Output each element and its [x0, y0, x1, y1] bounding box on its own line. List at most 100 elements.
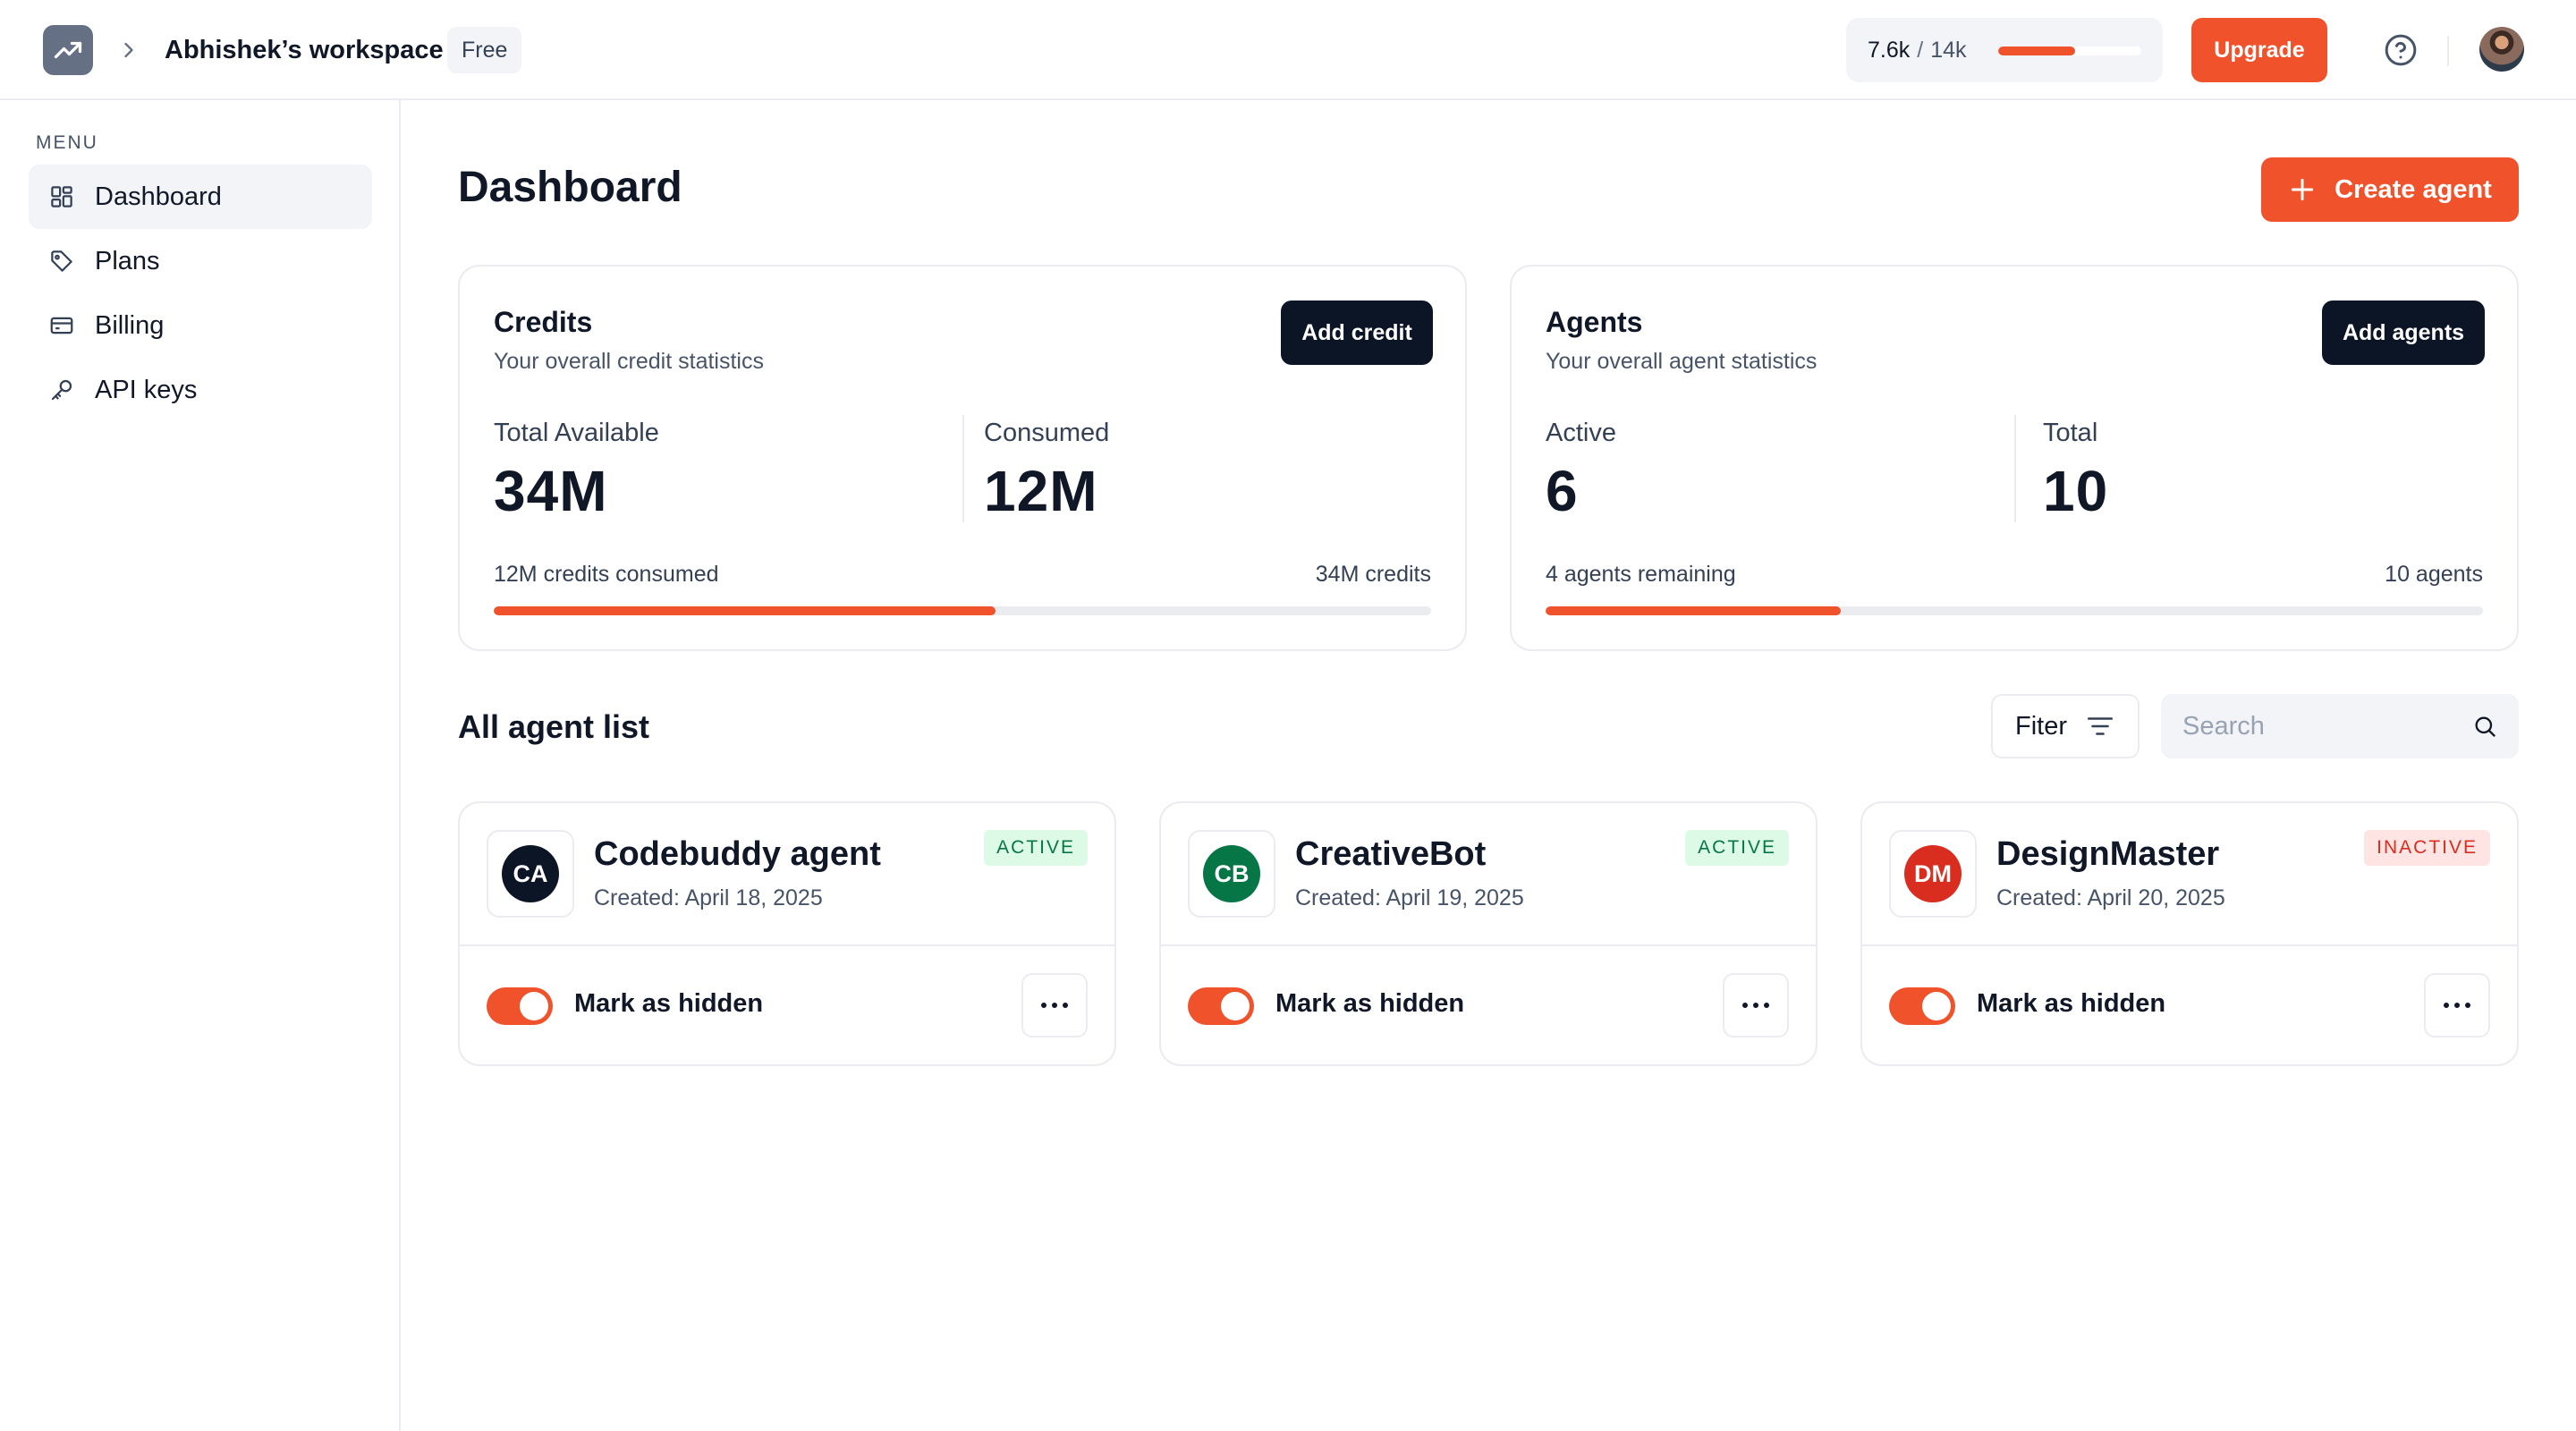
agent-name: Codebuddy agent	[594, 835, 881, 873]
hidden-toggle[interactable]	[487, 987, 553, 1025]
status-badge: ACTIVE	[984, 830, 1088, 866]
agent-card[interactable]: CA Codebuddy agent Created: April 18, 20…	[458, 801, 1116, 1066]
agent-card[interactable]: DM DesignMaster Created: April 20, 2025 …	[1860, 801, 2519, 1066]
agent-avatar: DM	[1904, 845, 1962, 902]
more-horizontal-icon	[2444, 1003, 2470, 1008]
filter-button[interactable]: Fiter	[1991, 694, 2140, 758]
toggle-label: Mark as hidden	[574, 989, 764, 1018]
credits-progress-fill	[494, 606, 996, 615]
sidebar-item-dashboard[interactable]: Dashboard	[29, 165, 372, 229]
hidden-toggle[interactable]	[1889, 987, 1955, 1025]
usage-bar	[1998, 47, 2141, 55]
agent-list-title: All agent list	[458, 708, 650, 745]
agent-avatar: CA	[502, 845, 559, 902]
metric-value-consumed: 12M	[984, 459, 1098, 523]
plus-icon	[2292, 178, 2314, 201]
tag-icon	[51, 250, 72, 272]
add-agents-button[interactable]: Add agents	[2322, 301, 2485, 365]
sidebar-item-label: Dashboard	[95, 182, 222, 211]
credits-progress-label: 12M credits consumed	[494, 562, 719, 587]
credits-subtitle: Your overall credit statistics	[494, 349, 764, 374]
agent-avatar-frame: DM	[1889, 830, 1977, 918]
agents-progress-bar	[1546, 606, 2483, 615]
search-input[interactable]	[2161, 694, 2456, 758]
agent-created-date: Created: April 19, 2025	[1295, 885, 1524, 910]
agents-progress-total: 10 agents	[2385, 562, 2483, 587]
metric-label-consumed: Consumed	[984, 419, 1110, 447]
more-horizontal-icon	[1041, 1003, 1068, 1008]
create-agent-label: Create agent	[2334, 174, 2492, 204]
hidden-toggle[interactable]	[1188, 987, 1254, 1025]
sidebar-item-label: Billing	[95, 310, 165, 340]
sidebar-item-label: API keys	[95, 375, 198, 404]
search-icon[interactable]	[2472, 714, 2497, 739]
more-horizontal-icon	[1742, 1003, 1769, 1008]
toggle-knob	[520, 992, 548, 1020]
agent-card[interactable]: CB CreativeBot Created: April 19, 2025 A…	[1159, 801, 1818, 1066]
workspace-logo[interactable]	[43, 25, 93, 75]
user-avatar[interactable]	[2479, 27, 2524, 72]
credits-card: Credits Your overall credit statistics A…	[458, 265, 1467, 651]
usage-used: 7.6k	[1868, 38, 1911, 63]
agents-progress-fill	[1546, 606, 1842, 615]
sidebar-item-billing[interactable]: Billing	[29, 293, 372, 358]
sidebar: MENU Dashboard Plans Billing API keys	[0, 100, 401, 1431]
usage-bar-fill	[1998, 47, 2076, 55]
agent-avatar-frame: CB	[1188, 830, 1275, 918]
credits-progress-total: 34M credits	[1315, 562, 1431, 587]
page-title: Dashboard	[458, 164, 682, 211]
toggle-label: Mark as hidden	[1275, 989, 1465, 1018]
header-divider	[2447, 36, 2449, 66]
agents-progress-label: 4 agents remaining	[1546, 562, 1736, 587]
filter-lines-icon	[2087, 717, 2114, 735]
agent-name: CreativeBot	[1295, 835, 1487, 873]
card-divider	[1161, 944, 1816, 946]
agent-name: DesignMaster	[1996, 835, 2220, 873]
metric-divider	[962, 415, 964, 522]
agents-card: Agents Your overall agent statistics Add…	[1510, 265, 2519, 651]
credits-progress-bar	[494, 606, 1431, 615]
agent-avatar-frame: CA	[487, 830, 574, 918]
status-badge: ACTIVE	[1685, 830, 1789, 866]
metric-value-active: 6	[1546, 459, 1579, 523]
chevron-right-icon	[124, 42, 133, 58]
metric-label-total: Total	[2043, 419, 2098, 447]
sidebar-item-label: Plans	[95, 246, 160, 275]
create-agent-button[interactable]: Create agent	[2261, 157, 2519, 222]
metric-label-active: Active	[1546, 419, 1616, 447]
filter-label: Fiter	[2015, 711, 2067, 741]
trending-up-icon	[54, 41, 82, 59]
top-bar: Abhishek’s workspace Free 7.6k/14k Upgra…	[0, 0, 2576, 100]
more-options-button[interactable]	[2424, 973, 2490, 1037]
card-divider	[1862, 944, 2517, 946]
credit-card-icon	[50, 317, 73, 334]
menu-label: MENU	[36, 132, 98, 153]
more-options-button[interactable]	[1021, 973, 1088, 1037]
agent-created-date: Created: April 20, 2025	[1996, 885, 2225, 910]
metric-value-total: 10	[2043, 459, 2109, 523]
agent-created-date: Created: April 18, 2025	[594, 885, 823, 910]
metric-value-total-available: 34M	[494, 459, 608, 523]
card-divider	[460, 944, 1114, 946]
metric-label-total-available: Total Available	[494, 419, 659, 447]
add-credit-button[interactable]: Add credit	[1281, 301, 1433, 365]
search-box[interactable]	[2161, 694, 2519, 758]
agent-avatar: CB	[1203, 845, 1260, 902]
toggle-knob	[1221, 992, 1250, 1020]
sidebar-item-api-keys[interactable]: API keys	[29, 358, 372, 422]
toggle-knob	[1922, 992, 1951, 1020]
agents-subtitle: Your overall agent statistics	[1546, 349, 1818, 374]
metric-divider	[2014, 415, 2016, 522]
help-circle-icon[interactable]	[2383, 32, 2419, 68]
status-badge: INACTIVE	[2364, 830, 2490, 866]
plan-badge: Free	[447, 27, 522, 73]
sidebar-item-plans[interactable]: Plans	[29, 229, 372, 293]
upgrade-button[interactable]: Upgrade	[2191, 18, 2327, 82]
agents-title: Agents	[1546, 306, 1643, 338]
usage-meter[interactable]: 7.6k/14k	[1846, 18, 2163, 82]
credits-title: Credits	[494, 306, 593, 338]
workspace-name[interactable]: Abhishek’s workspace	[165, 36, 444, 64]
toggle-label: Mark as hidden	[1977, 989, 2166, 1018]
more-options-button[interactable]	[1723, 973, 1789, 1037]
usage-separator: /	[1917, 38, 1924, 63]
